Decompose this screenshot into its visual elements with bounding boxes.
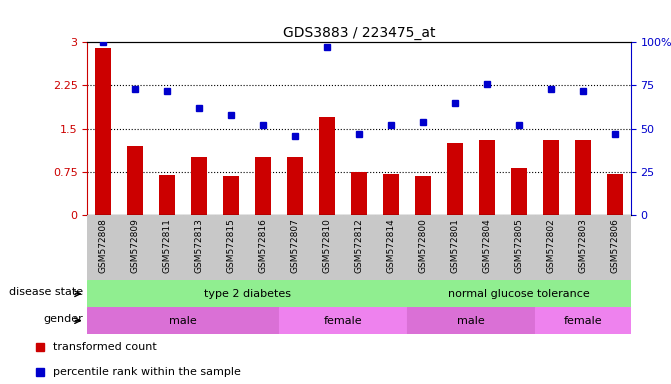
Bar [127,146,143,215]
Text: normal glucose tolerance: normal glucose tolerance [448,289,590,299]
Bar [575,140,590,215]
Bar [255,157,271,215]
Bar [151,215,183,280]
Bar [119,215,151,280]
Bar [191,157,207,215]
Bar [287,157,303,215]
Bar [567,215,599,280]
Text: GSM572807: GSM572807 [291,218,299,273]
Bar [311,215,343,280]
Bar [535,215,567,280]
Bar [543,140,559,215]
Bar [415,176,431,215]
Bar [407,280,631,307]
Text: gender: gender [43,314,83,324]
Text: female: female [564,316,602,326]
Bar [535,307,631,334]
Bar [607,174,623,215]
Bar [87,280,407,307]
Bar [223,176,239,215]
Text: GSM572812: GSM572812 [354,218,364,273]
Bar [351,172,367,215]
Bar [87,307,279,334]
Bar [407,307,535,334]
Text: GSM572809: GSM572809 [131,218,140,273]
Bar [159,175,175,215]
Bar [247,215,279,280]
Bar [439,215,471,280]
Bar [87,215,119,280]
Bar [343,215,375,280]
Bar [383,174,399,215]
Text: GSM572800: GSM572800 [419,218,427,273]
Text: GSM572804: GSM572804 [482,218,491,273]
Text: percentile rank within the sample: percentile rank within the sample [53,366,241,377]
Bar [279,215,311,280]
Bar [215,215,247,280]
Text: female: female [323,316,362,326]
Text: male: male [169,316,197,326]
Text: GSM572816: GSM572816 [258,218,268,273]
Text: transformed count: transformed count [53,341,156,352]
Text: GSM572811: GSM572811 [162,218,172,273]
Text: GSM572803: GSM572803 [578,218,587,273]
Bar [407,215,439,280]
Text: GSM572802: GSM572802 [546,218,556,273]
Bar [503,215,535,280]
Text: GSM572814: GSM572814 [386,218,395,273]
Text: disease state: disease state [9,287,83,298]
Title: GDS3883 / 223475_at: GDS3883 / 223475_at [282,26,435,40]
Bar [511,168,527,215]
Text: GSM572805: GSM572805 [515,218,523,273]
Bar [279,307,407,334]
Text: GSM572808: GSM572808 [99,218,108,273]
Text: GSM572815: GSM572815 [227,218,236,273]
Bar [471,215,503,280]
Text: male: male [457,316,484,326]
Bar [183,215,215,280]
Bar [479,140,495,215]
Bar [599,215,631,280]
Text: GSM572806: GSM572806 [610,218,619,273]
Bar [319,117,335,215]
Bar [375,215,407,280]
Text: GSM572813: GSM572813 [195,218,203,273]
Bar [95,48,111,215]
Bar [447,143,463,215]
Text: GSM572801: GSM572801 [450,218,460,273]
Text: type 2 diabetes: type 2 diabetes [203,289,291,299]
Text: GSM572810: GSM572810 [323,218,331,273]
